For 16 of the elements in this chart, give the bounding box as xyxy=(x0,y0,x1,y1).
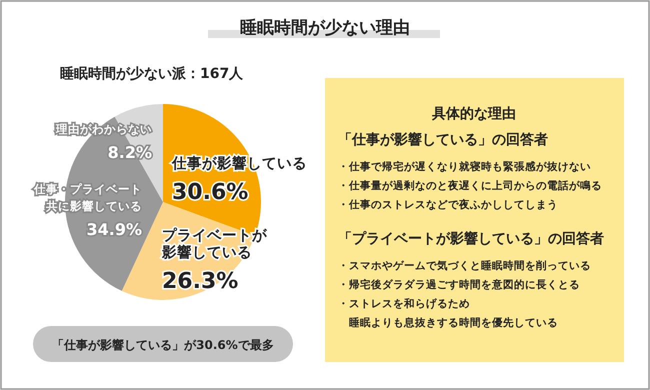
slice-label: プライベートが影響している xyxy=(161,227,268,261)
chart-title: 睡眠時間が少ない理由 xyxy=(240,18,410,38)
text: 具体的な理由 xyxy=(431,106,516,122)
text: ・帰宅後ダラダラ過ごす時間を意図的に長くとる xyxy=(338,278,580,291)
data-label: 30.6% xyxy=(172,180,248,205)
text: ・仕事のストレスなどで夜ふかししてしまう xyxy=(338,198,558,211)
text: 「仕事が影響している」の回答者 xyxy=(338,131,548,148)
text: ・ストレスを和らげるため睡眠よりも息抜きする時間を優先している xyxy=(338,297,558,329)
chart-subtitle: 睡眠時間が少ない派：167人 xyxy=(60,66,244,82)
text: 「仕事が影響している」が30.6%で最多 xyxy=(52,338,274,352)
text: ・スマホやゲームで気づくと睡眠時間を削っている xyxy=(338,259,591,272)
text: 「プライベートが影響している」の回答者 xyxy=(338,230,604,247)
text: ・仕事で帰宅が遅くなり就寝時も緊張感が抜けない xyxy=(338,160,591,173)
text: ・仕事量が過剰なのと夜遅くに上司からの電話が鳴る xyxy=(338,179,602,192)
data-label: 26.3% xyxy=(162,269,238,294)
data-label: 34.9% xyxy=(86,220,142,239)
